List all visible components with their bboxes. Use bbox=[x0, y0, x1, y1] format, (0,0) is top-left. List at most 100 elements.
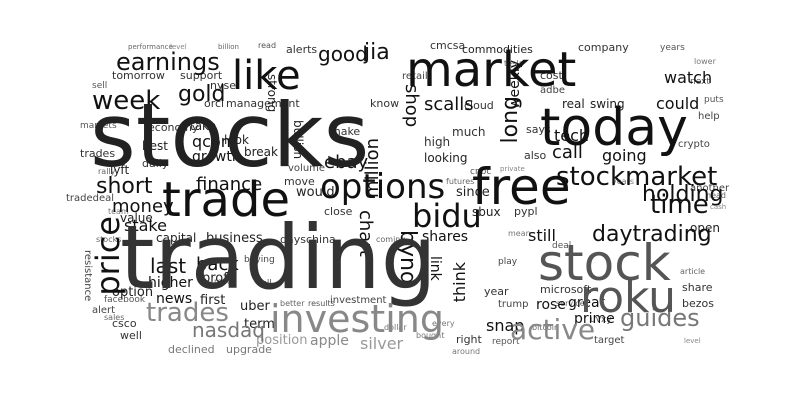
word: call bbox=[552, 142, 583, 163]
word: gold bbox=[178, 82, 226, 107]
word: good bbox=[318, 42, 368, 66]
word: head bbox=[706, 191, 726, 200]
word: bezos bbox=[682, 297, 714, 310]
word: article bbox=[680, 267, 706, 276]
cloud-shape bbox=[68, 38, 732, 358]
word: years bbox=[612, 177, 635, 186]
word: would bbox=[296, 185, 335, 200]
word: best bbox=[142, 139, 168, 153]
word: sales bbox=[104, 313, 125, 322]
word: share bbox=[682, 281, 713, 294]
word: move bbox=[284, 175, 315, 188]
word: level bbox=[170, 43, 187, 51]
word: microsoft bbox=[540, 283, 592, 296]
word: tesla bbox=[504, 59, 524, 68]
word: tomorrow bbox=[112, 69, 165, 82]
word: ready bbox=[214, 277, 237, 286]
word: lower bbox=[694, 57, 716, 66]
word: results bbox=[308, 299, 335, 308]
word: help bbox=[698, 111, 720, 122]
word: volume bbox=[288, 163, 326, 174]
word: around bbox=[452, 347, 481, 356]
word: snap bbox=[486, 316, 525, 335]
word: management bbox=[226, 97, 300, 110]
word: still bbox=[528, 226, 556, 245]
word: profit bbox=[202, 271, 237, 286]
word: retail bbox=[402, 71, 428, 82]
word: futures bbox=[446, 177, 475, 186]
word: break bbox=[244, 145, 278, 159]
word: holding bbox=[642, 182, 724, 207]
word: mean bbox=[508, 229, 531, 238]
word: looking bbox=[424, 151, 468, 165]
word: earnings bbox=[116, 48, 220, 76]
word: link bbox=[427, 256, 443, 281]
word: position bbox=[256, 333, 308, 348]
word: private bbox=[500, 165, 525, 173]
word: chart bbox=[355, 210, 376, 257]
word: deal bbox=[552, 241, 572, 251]
word: term bbox=[244, 317, 275, 332]
word: qcom bbox=[192, 132, 237, 151]
word: team bbox=[108, 207, 129, 216]
word: could bbox=[656, 94, 700, 113]
word: close bbox=[324, 205, 353, 218]
word: economy bbox=[148, 121, 199, 134]
word: high bbox=[424, 135, 451, 149]
word: think bbox=[450, 262, 469, 303]
word: since bbox=[456, 185, 490, 200]
word: every bbox=[432, 319, 455, 328]
word: trades bbox=[80, 147, 116, 160]
word: next bbox=[690, 77, 710, 87]
word: stockmarket bbox=[556, 162, 718, 192]
word: rose bbox=[536, 297, 566, 313]
word: billion bbox=[218, 43, 239, 51]
word: upgrade bbox=[226, 343, 272, 356]
word: facebook bbox=[104, 295, 146, 305]
word: trump bbox=[498, 299, 529, 310]
word: resistance bbox=[82, 250, 93, 302]
word: strong bbox=[265, 74, 279, 113]
word: first bbox=[200, 293, 226, 308]
word: make bbox=[330, 125, 361, 138]
word: days bbox=[280, 233, 306, 246]
word: growth bbox=[192, 149, 241, 165]
word: finance bbox=[196, 174, 263, 195]
word: sbux bbox=[472, 205, 501, 219]
word: alerts bbox=[286, 43, 318, 56]
word: orcl bbox=[204, 97, 225, 110]
word: puts bbox=[704, 95, 724, 105]
word: open bbox=[690, 221, 720, 235]
word: another bbox=[690, 183, 730, 194]
word: lyft bbox=[110, 163, 130, 177]
word: csco bbox=[112, 317, 137, 330]
word: full bbox=[258, 279, 272, 289]
word: bitcoin bbox=[532, 323, 560, 332]
word: short bbox=[96, 174, 153, 199]
word: look bbox=[224, 133, 249, 147]
word: roku bbox=[580, 272, 677, 323]
word: real bbox=[562, 97, 585, 111]
word: better bbox=[280, 299, 305, 308]
word: sell bbox=[92, 81, 108, 91]
word: going bbox=[602, 146, 647, 165]
word: pypl bbox=[514, 205, 538, 218]
word: service bbox=[556, 299, 585, 308]
word: cost bbox=[540, 69, 563, 82]
word: bynd bbox=[395, 230, 420, 285]
word: cloud bbox=[464, 99, 494, 112]
word: dollar bbox=[384, 323, 407, 332]
word: prime bbox=[574, 311, 615, 327]
word: silver bbox=[360, 334, 404, 353]
word: company bbox=[578, 41, 629, 54]
word: apple bbox=[310, 333, 349, 349]
word: guides bbox=[620, 304, 700, 332]
word: markets bbox=[80, 121, 117, 131]
word: scalls bbox=[424, 94, 474, 115]
word: right bbox=[456, 333, 482, 346]
word: year bbox=[484, 285, 509, 298]
word: market bbox=[406, 42, 577, 98]
word: says bbox=[526, 123, 551, 136]
word: rally bbox=[98, 167, 116, 176]
